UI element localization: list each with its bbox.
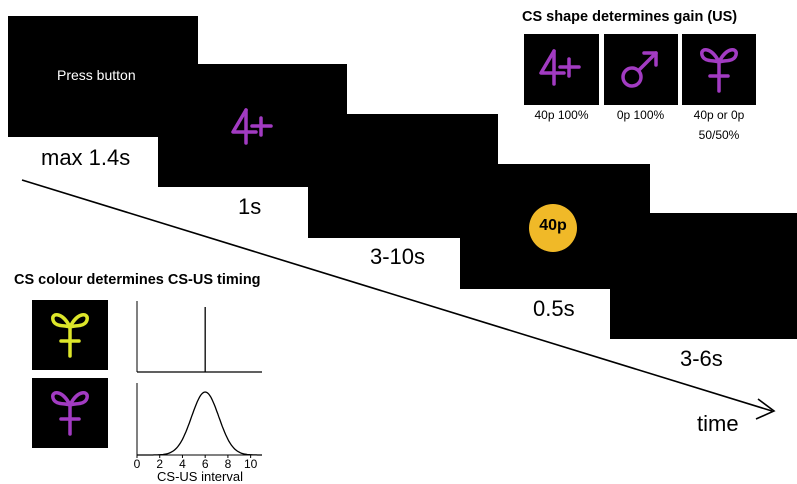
coin-40p <box>529 204 577 252</box>
cs-shape-caption-2: 0p 100% <box>616 108 665 122</box>
plot1-series-line <box>137 307 262 373</box>
four-plus-icon <box>539 49 581 86</box>
x-tick-label: 8 <box>224 457 232 471</box>
four-plus-icon <box>231 108 273 145</box>
cs-shape-caption-1: 40p 100% <box>534 108 589 122</box>
cs-shape-caption-3b: 50/50% <box>698 128 740 142</box>
x-tick-label: 0 <box>133 457 141 471</box>
press-button-text: Press button <box>57 67 136 83</box>
x-tick-label: 10 <box>243 457 258 471</box>
x-tick-label: 6 <box>201 457 209 471</box>
x-tick-label: 2 <box>156 457 164 471</box>
cs-shape-caption-3a: 40p or 0p <box>693 108 745 122</box>
duration-label-3: 3-10s <box>370 244 426 269</box>
ribbon-cross-icon <box>700 48 738 93</box>
duration-label-1: max 1.4s <box>41 145 131 170</box>
male-symbol-icon <box>621 51 658 88</box>
cs-shape-title: CS shape determines gain (US) <box>522 9 738 25</box>
cs-shape-box-1 <box>524 34 599 105</box>
time-label: time <box>697 411 739 436</box>
x-tick-label: 4 <box>179 457 186 471</box>
purple-ribbon-cross-icon <box>51 391 89 436</box>
coin-label: 40p <box>539 217 567 234</box>
duration-label-5: 3-6s <box>680 346 723 371</box>
x-axis-label: CS-US interval <box>157 469 243 484</box>
duration-label-2: 1s <box>238 194 262 219</box>
plot2-series-line <box>137 391 262 456</box>
cs-colour-title: CS colour determines CS-US timing <box>14 272 261 288</box>
screen-iti <box>610 213 797 339</box>
yellow-ribbon-cross-icon <box>51 313 89 358</box>
duration-label-4: 0.5s <box>533 296 575 321</box>
